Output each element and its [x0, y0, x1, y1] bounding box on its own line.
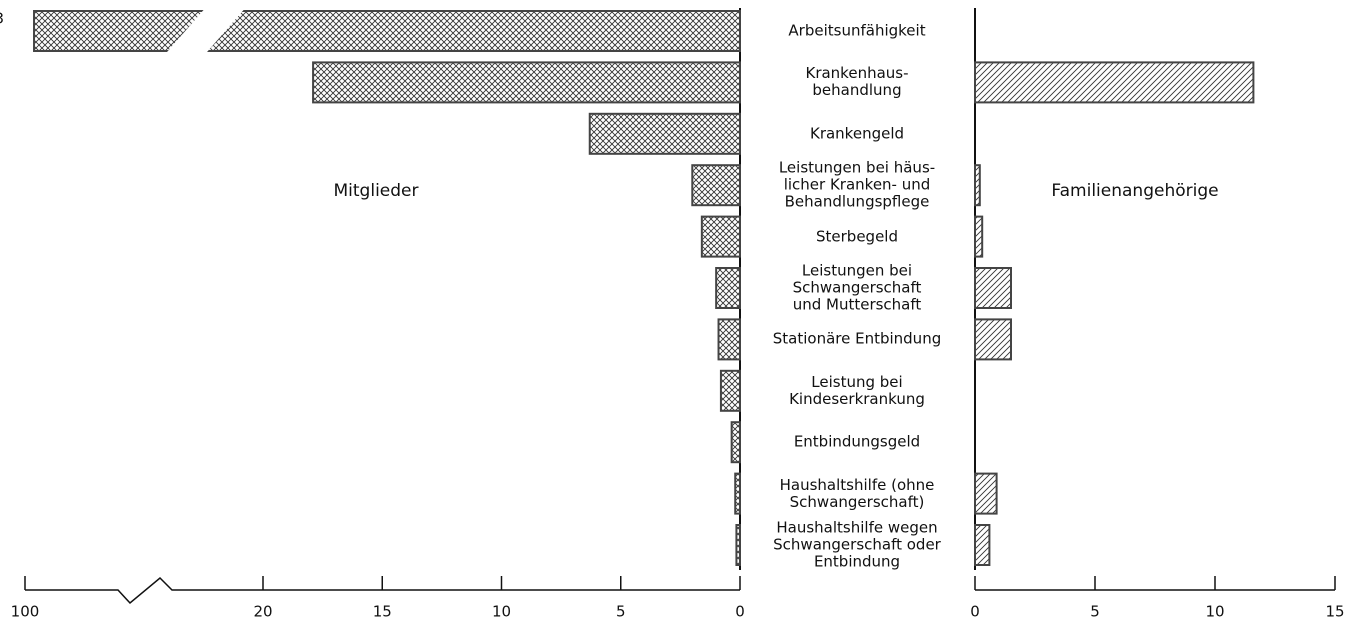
x2-tick-label: 5 — [1090, 603, 1100, 621]
category-label: Haushaltshilfe wegen Schwangerschaft ode… — [773, 518, 941, 571]
bar — [974, 318, 1012, 361]
x-tick-label: 100 — [11, 603, 40, 621]
x-axis — [25, 576, 740, 605]
bar — [734, 472, 741, 515]
bar — [691, 164, 741, 207]
axis-break-gap — [165, 8, 246, 54]
category-label: Entbindungsgeld — [793, 432, 921, 451]
x-tick-label: 10 — [492, 603, 511, 621]
category-label: Krankenhaus- behandlung — [805, 64, 909, 100]
x-tick-label: 5 — [616, 603, 626, 621]
bar — [700, 215, 742, 258]
series-label: Familienangehörige — [1051, 181, 1218, 201]
x2-tick-label: 0 — [970, 603, 980, 621]
x-tick-label: 15 — [373, 603, 392, 621]
x-tick-label: 0 — [735, 603, 745, 621]
x2-tick-label: 10 — [1205, 603, 1224, 621]
bar — [974, 267, 1012, 309]
value-label: 96,3 — [0, 10, 4, 28]
bar — [717, 318, 741, 361]
bar — [974, 472, 998, 515]
bar — [730, 421, 742, 464]
bar — [33, 10, 742, 52]
category-label: Arbeitsunfähigkeit — [788, 21, 926, 40]
bar — [715, 267, 742, 309]
category-label: Sterbegeld — [816, 227, 898, 246]
bar — [588, 112, 741, 155]
x-tick-label: 20 — [253, 603, 272, 621]
category-label: Leistung bei Kindeserkrankung — [789, 372, 925, 408]
x2-tick-label: 15 — [1325, 603, 1344, 621]
category-label: Krankengeld — [809, 124, 905, 143]
bar — [735, 524, 741, 566]
category-label: Leistungen bei häus- licher Kranken- und… — [778, 158, 936, 211]
bar — [312, 61, 741, 104]
bar — [974, 524, 991, 566]
bar — [974, 61, 1255, 104]
bar — [719, 369, 741, 412]
category-label: Leistungen bei Schwangerschaft und Mutte… — [792, 261, 922, 314]
bar — [974, 215, 984, 258]
category-label: Stationäre Entbindung — [772, 329, 942, 348]
bar — [974, 164, 981, 207]
series-label: Mitglieder — [334, 181, 419, 201]
category-label: Haushaltshilfe (ohne Schwangerschaft) — [779, 475, 935, 511]
